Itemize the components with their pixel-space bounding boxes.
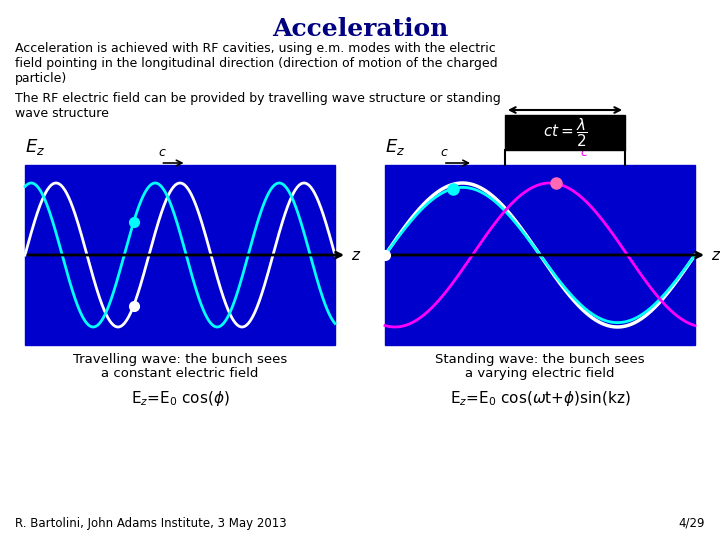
Text: a constant electric field: a constant electric field [102, 367, 258, 380]
Bar [25, 165, 335, 345]
Text: $z$: $z$ [351, 247, 361, 262]
Text: $ct=\dfrac{\lambda}{2}$: $ct=\dfrac{\lambda}{2}$ [543, 116, 588, 149]
Text: Acceleration is achieved with RF cavities, using e.m. modes with the electric
fi: Acceleration is achieved with RF cavitie… [15, 42, 498, 85]
Text: Standing wave: the bunch sees: Standing wave: the bunch sees [435, 353, 645, 366]
Text: 4/29: 4/29 [678, 517, 705, 530]
Text: E$_z$=E$_0$ cos($\phi$): E$_z$=E$_0$ cos($\phi$) [130, 389, 230, 408]
Text: $c$: $c$ [440, 146, 449, 159]
Text: R. Bartolini, John Adams Institute, 3 May 2013: R. Bartolini, John Adams Institute, 3 Ma… [15, 517, 287, 530]
Text: $c$: $c$ [580, 146, 589, 159]
Text: $E_z$: $E_z$ [25, 137, 45, 157]
Text: a varying electric field: a varying electric field [465, 367, 615, 380]
Bar [385, 165, 695, 345]
Text: $c$: $c$ [158, 146, 167, 159]
Text: E$_z$=E$_0$ cos($\omega$t+$\phi$)sin(kz): E$_z$=E$_0$ cos($\omega$t+$\phi$)sin(kz) [449, 389, 631, 408]
Bar [505, 115, 625, 150]
Text: The RF electric field can be provided by travelling wave structure or standing
w: The RF electric field can be provided by… [15, 92, 500, 120]
Text: $E_z$: $E_z$ [385, 137, 405, 157]
Text: Acceleration: Acceleration [272, 17, 448, 41]
Text: $z$: $z$ [711, 247, 720, 262]
Text: Travelling wave: the bunch sees: Travelling wave: the bunch sees [73, 353, 287, 366]
